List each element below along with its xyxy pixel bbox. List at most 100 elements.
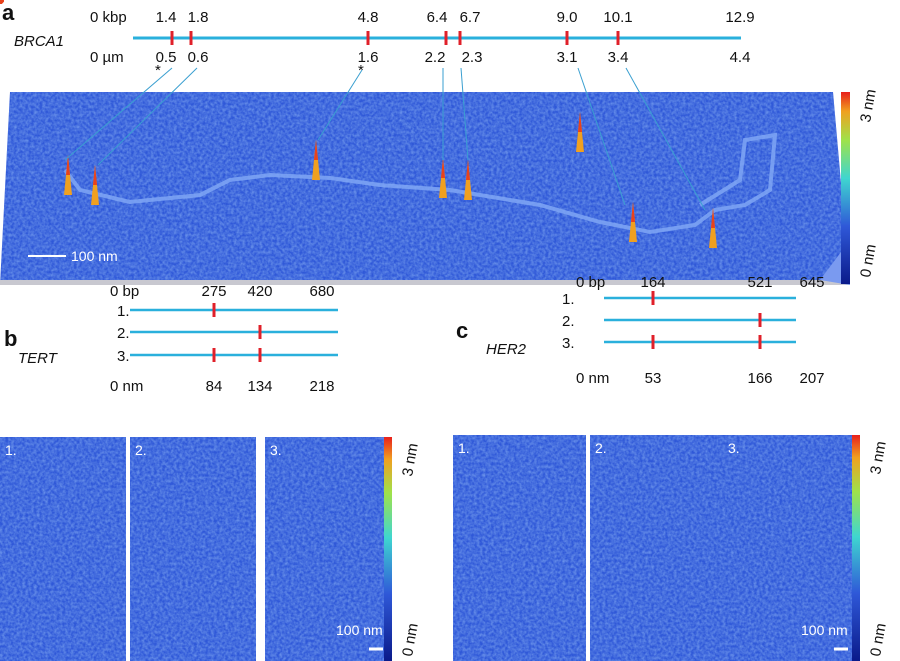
marker-tick [258, 348, 262, 362]
asterisk: * [155, 62, 161, 79]
marker-tick [616, 31, 620, 45]
colorbar-max: 3 nm [399, 442, 422, 478]
marker-tick [366, 31, 370, 45]
nm-label: 84 [206, 378, 223, 395]
leader-line [577, 67, 626, 206]
leader-line [460, 67, 469, 161]
colorbar-a [841, 92, 850, 284]
unit-nm-b: 0 nm [110, 378, 143, 395]
colorbar-max: 3 nm [867, 440, 890, 476]
afm-image: 3. [0, 0, 856, 661]
peak-tip [578, 112, 582, 132]
afm-image: 2. [0, 0, 723, 661]
um-label: 3.4 [608, 49, 629, 66]
scale-bar-label: 100 nm [801, 622, 848, 638]
panel-c-letter: c [456, 318, 468, 343]
row-label: 2. [117, 325, 130, 342]
panel-b-letter: b [4, 326, 17, 351]
bp-label: 645 [799, 274, 824, 291]
gene-label-her2: HER2 [486, 341, 527, 358]
image-index: 1. [458, 440, 470, 456]
marker-tick [189, 31, 193, 45]
kbp-label: 6.7 [460, 9, 481, 26]
unit-bp-c: 0 bp [576, 274, 605, 291]
leader-line [64, 67, 173, 161]
unit-bp-b: 0 bp [110, 283, 139, 300]
kbp-label: 1.4 [156, 9, 177, 26]
colorbar [384, 437, 392, 661]
kbp-label: 12.9 [725, 9, 754, 26]
peak-tip [66, 155, 70, 175]
gene-label-brca1: BRCA1 [14, 33, 64, 50]
panel-a-letter: a [2, 0, 15, 25]
afm-image: 2. [0, 0, 256, 661]
bp-label: 164 [640, 274, 665, 291]
kbp-label: 9.0 [557, 9, 578, 26]
peak-tip [93, 165, 97, 185]
image-index: 3. [728, 440, 740, 456]
marker-tick [212, 348, 216, 362]
dna-strand [63, 132, 778, 235]
colorbar-a-min: 0 nm [857, 243, 880, 279]
um-label: 4.4 [730, 49, 751, 66]
row-label: 1. [117, 303, 130, 320]
image-index: 2. [595, 440, 607, 456]
scale-bar-label: 100 nm [71, 248, 118, 264]
bp-label: 275 [201, 283, 226, 300]
nm-label: 207 [799, 370, 824, 387]
marker-peak [0, 0, 4, 4]
row-label: 1. [562, 291, 575, 308]
nm-label: 134 [247, 378, 272, 395]
kbp-label: 6.4 [427, 9, 448, 26]
marker-tick [444, 31, 448, 45]
colorbar [852, 435, 860, 661]
um-label: 0.6 [188, 49, 209, 66]
leader-line [97, 67, 198, 166]
um-label: 1.6 [358, 49, 379, 66]
scale-bar-label: 100 nm [336, 622, 383, 638]
gene-label-tert: TERT [18, 350, 59, 367]
marker-tick [651, 291, 655, 305]
unit-nm-c: 0 nm [576, 370, 609, 387]
row-label: 3. [117, 348, 130, 365]
peak-tip [631, 202, 635, 222]
marker-tick [758, 335, 762, 349]
um-label: 2.3 [462, 49, 483, 66]
marker-tick [565, 31, 569, 45]
um-label: 3.1 [557, 49, 578, 66]
peak-tip [711, 208, 715, 228]
colorbar-a-max: 3 nm [857, 88, 880, 124]
unit-um: 0 µm [90, 49, 124, 66]
afm-image: 1. [0, 0, 126, 661]
afm-image: 3. [0, 0, 391, 661]
peak-tip [441, 158, 445, 178]
leader-line [317, 69, 363, 141]
row-label: 2. [562, 313, 575, 330]
unit-kbp: 0 kbp [90, 9, 127, 26]
marker-tick [212, 303, 216, 317]
peak-tip [314, 140, 318, 160]
nm-label: 53 [645, 370, 662, 387]
um-label: 2.2 [425, 49, 446, 66]
marker-tick [651, 335, 655, 349]
colorbar-min: 0 nm [399, 622, 422, 658]
colorbar-min: 0 nm [867, 622, 890, 658]
nm-label: 218 [309, 378, 334, 395]
bp-label: 420 [247, 283, 272, 300]
bp-label: 521 [747, 274, 772, 291]
marker-tick [758, 313, 762, 327]
kbp-label: 10.1 [603, 9, 632, 26]
image-index: 2. [135, 442, 147, 458]
image-index: 1. [5, 442, 17, 458]
marker-tick [258, 325, 262, 339]
kbp-label: 1.8 [188, 9, 209, 26]
row-label: 3. [562, 335, 575, 352]
bp-label: 680 [309, 283, 334, 300]
peak-tip [466, 160, 470, 180]
marker-tick [170, 31, 174, 45]
marker-tick [458, 31, 462, 45]
kbp-label: 4.8 [358, 9, 379, 26]
nm-label: 166 [747, 370, 772, 387]
leader-line [625, 67, 706, 211]
